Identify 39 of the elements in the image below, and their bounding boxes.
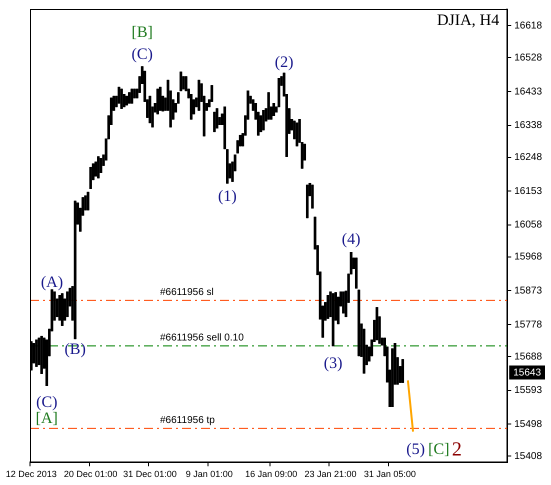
annotation: (A) bbox=[40, 274, 64, 292]
annotation: [C] bbox=[428, 441, 450, 458]
annotation: (B) bbox=[64, 341, 86, 358]
y-tick-label: 15778 bbox=[514, 319, 542, 330]
ref-line-label: #6611956 sell 0.10 bbox=[160, 332, 244, 344]
y-tick-label: 15498 bbox=[514, 418, 542, 430]
y-tick-label: 15968 bbox=[514, 252, 542, 263]
y-tick-label: 16153 bbox=[514, 186, 542, 197]
annotation: (2) bbox=[274, 54, 294, 72]
x-tick-label: 23 Jan 21:00 bbox=[304, 469, 357, 480]
annotation: [B] bbox=[132, 24, 153, 42]
annotation: 15643 bbox=[513, 367, 542, 378]
annotation: (4) bbox=[342, 231, 360, 248]
x-tick-label: 12 Dec 2013 bbox=[6, 469, 57, 480]
annotation: (3) bbox=[324, 355, 342, 372]
y-tick-label: 15593 bbox=[514, 385, 542, 396]
x-tick-label: 16 Jan 09:00 bbox=[245, 469, 298, 480]
y-tick-label: 16528 bbox=[514, 52, 542, 64]
ref-line-label: #6611956 sl bbox=[160, 287, 214, 298]
y-tick-label: 16338 bbox=[514, 120, 542, 132]
y-tick-label: 16058 bbox=[514, 220, 542, 231]
x-tick-label: 31 Jan 05:00 bbox=[364, 469, 416, 480]
chart-title: DJIA, H4 bbox=[436, 12, 500, 30]
annotation: 2 bbox=[452, 438, 462, 460]
annotation: (1) bbox=[218, 188, 237, 206]
x-tick-label: 31 Dec 01:00 bbox=[123, 469, 177, 480]
annotation: [A] bbox=[36, 410, 58, 428]
annotation: (C) bbox=[36, 394, 58, 412]
y-tick-label: 15688 bbox=[514, 351, 542, 362]
annotation: (C) bbox=[132, 46, 153, 64]
annotation: (5) bbox=[406, 441, 425, 458]
y-tick-label: 16618 bbox=[514, 20, 542, 32]
ref-line-label: #6611956 tp bbox=[160, 415, 216, 426]
y-tick-label: 15408 bbox=[514, 450, 542, 462]
y-tick-label: 15873 bbox=[514, 285, 542, 296]
x-tick-label: 9 Jan 01:00 bbox=[186, 469, 233, 480]
y-tick-label: 16433 bbox=[514, 86, 542, 98]
x-tick-label: 20 Dec 01:00 bbox=[64, 469, 118, 480]
y-tick-label: 16248 bbox=[514, 152, 542, 164]
